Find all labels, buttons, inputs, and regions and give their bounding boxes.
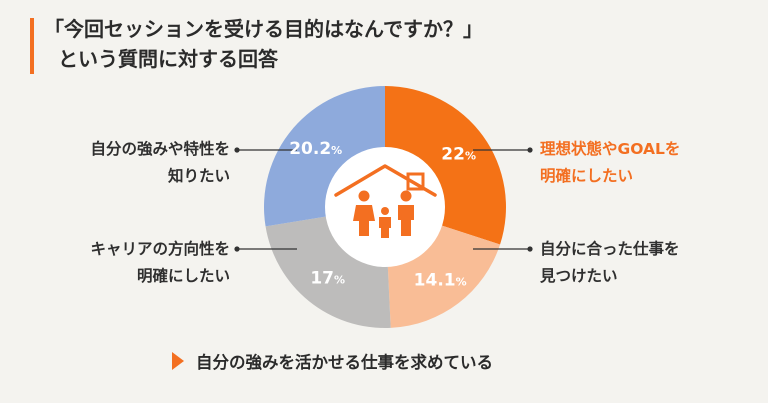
label-ideal-goal-line2: 明確にしたい (540, 167, 634, 185)
title-line-1: 「今回セッションを受ける目的はなんですか？」 (44, 17, 483, 41)
label-strengths-line1: 自分の強みや特性を (90, 140, 230, 158)
leader-dot-ideal-goal (527, 147, 533, 153)
conclusion: 自分の強みを活かせる仕事を求めている (172, 349, 493, 373)
title-accent-bar (30, 18, 34, 74)
value-label-suitable-job: 14.1% (414, 270, 467, 290)
value-labels: 22% 14.1% 17% 20.2% (289, 139, 476, 290)
donut-slices (263, 86, 506, 328)
leader-lines (234, 147, 533, 252)
leader-dot-suitable-job (527, 246, 533, 252)
label-suitable-job-line1: 自分に合った仕事を (540, 240, 680, 258)
title-line-2: という質問に対する回答 (58, 47, 278, 71)
slice-strengths (263, 86, 385, 227)
label-strengths-line2: 知りたい (167, 167, 230, 185)
label-suitable-job-line2: 見つけたい (540, 267, 618, 285)
slice-ideal-goal (385, 86, 506, 245)
family-house-icon (334, 164, 437, 238)
leader-dot-career-direction (234, 246, 240, 252)
slice-suitable-job (387, 224, 501, 328)
chart-title: 「今回セッションを受ける目的はなんですか？」 という質問に対する回答 (44, 14, 483, 74)
conclusion-text: 自分の強みを活かせる仕事を求めている (196, 353, 493, 372)
label-career-direction-line2: 明確にしたい (136, 267, 230, 285)
label-suitable-job: 自分に合った仕事を 見つけたい (540, 236, 680, 290)
label-career-direction: キャリアの方向性を 明確にしたい (90, 236, 230, 290)
label-career-direction-line1: キャリアの方向性を (90, 240, 230, 258)
slice-career-direction (265, 216, 391, 328)
triangle-icon (172, 352, 184, 370)
label-ideal-goal: 理想状態やGOALを 明確にしたい (540, 136, 680, 190)
value-label-career-direction: 17% (310, 269, 345, 289)
value-label-strengths: 20.2% (289, 139, 342, 159)
label-strengths: 自分の強みや特性を 知りたい (90, 136, 230, 190)
leader-dot-strengths (234, 147, 240, 153)
value-label-ideal-goal: 22% (441, 145, 476, 165)
label-ideal-goal-line1: 理想状態やGOALを (540, 140, 681, 158)
